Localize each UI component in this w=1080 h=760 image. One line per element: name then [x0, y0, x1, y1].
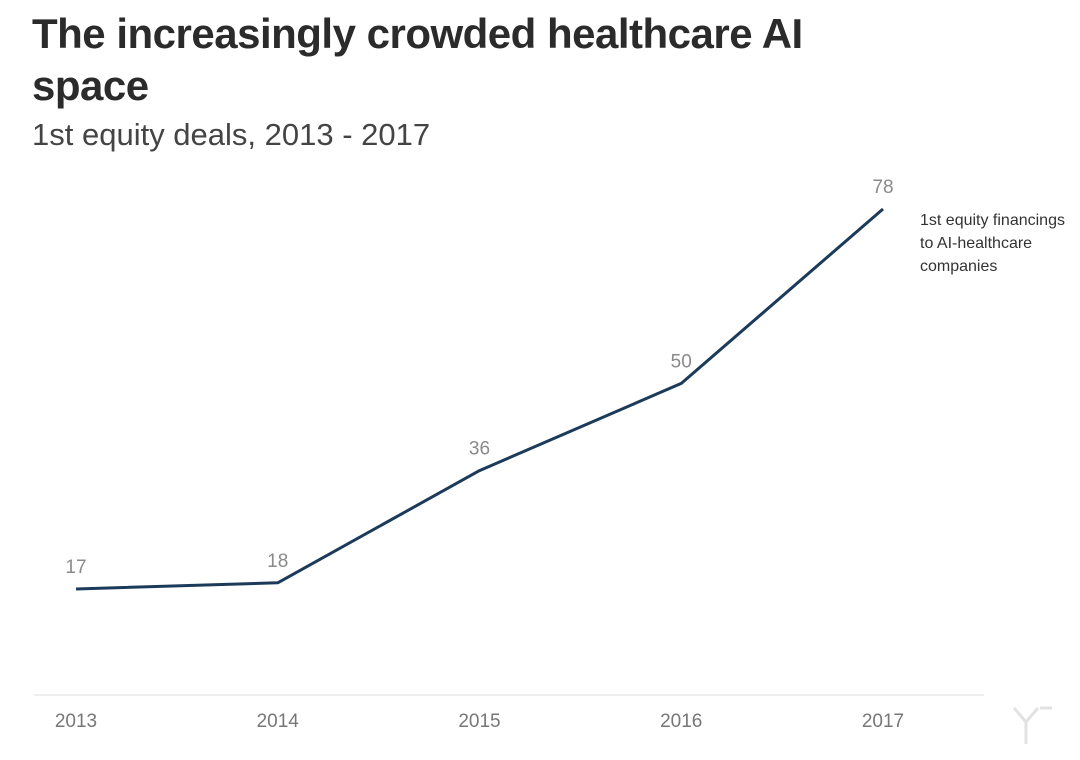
x-tick-label: 2013	[55, 711, 97, 732]
x-tick-labels-layer: 2013 2014 2015 2016 2017	[55, 711, 904, 732]
data-label: 17	[65, 557, 86, 578]
x-tick-label: 2016	[660, 711, 702, 732]
annotation-line-3: companies	[920, 258, 998, 275]
x-tick-label: 2015	[458, 711, 500, 732]
chart-subtitle: 1st equity deals, 2013 - 2017	[32, 117, 431, 152]
watermark-icon	[1012, 706, 1052, 744]
data-label: 50	[671, 351, 692, 372]
x-tick-label: 2017	[862, 711, 904, 732]
annotation-line-2: to AI-healthcare	[920, 235, 1033, 252]
data-label: 78	[872, 177, 893, 198]
x-tick-label: 2014	[257, 711, 300, 732]
series-annotation: 1st equity financings to AI-healthcare c…	[920, 186, 1080, 278]
data-label: 18	[267, 551, 288, 572]
watermark-logo	[1008, 704, 1056, 751]
series-line	[75, 207, 884, 591]
chart-title: The increasingly crowded healthcare AI s…	[32, 10, 803, 109]
series-layer	[75, 207, 884, 591]
data-labels-layer: 17 18 36 50 78	[65, 177, 893, 578]
annotation-line-1: 1st equity financings	[920, 212, 1065, 229]
data-label: 36	[469, 439, 490, 460]
